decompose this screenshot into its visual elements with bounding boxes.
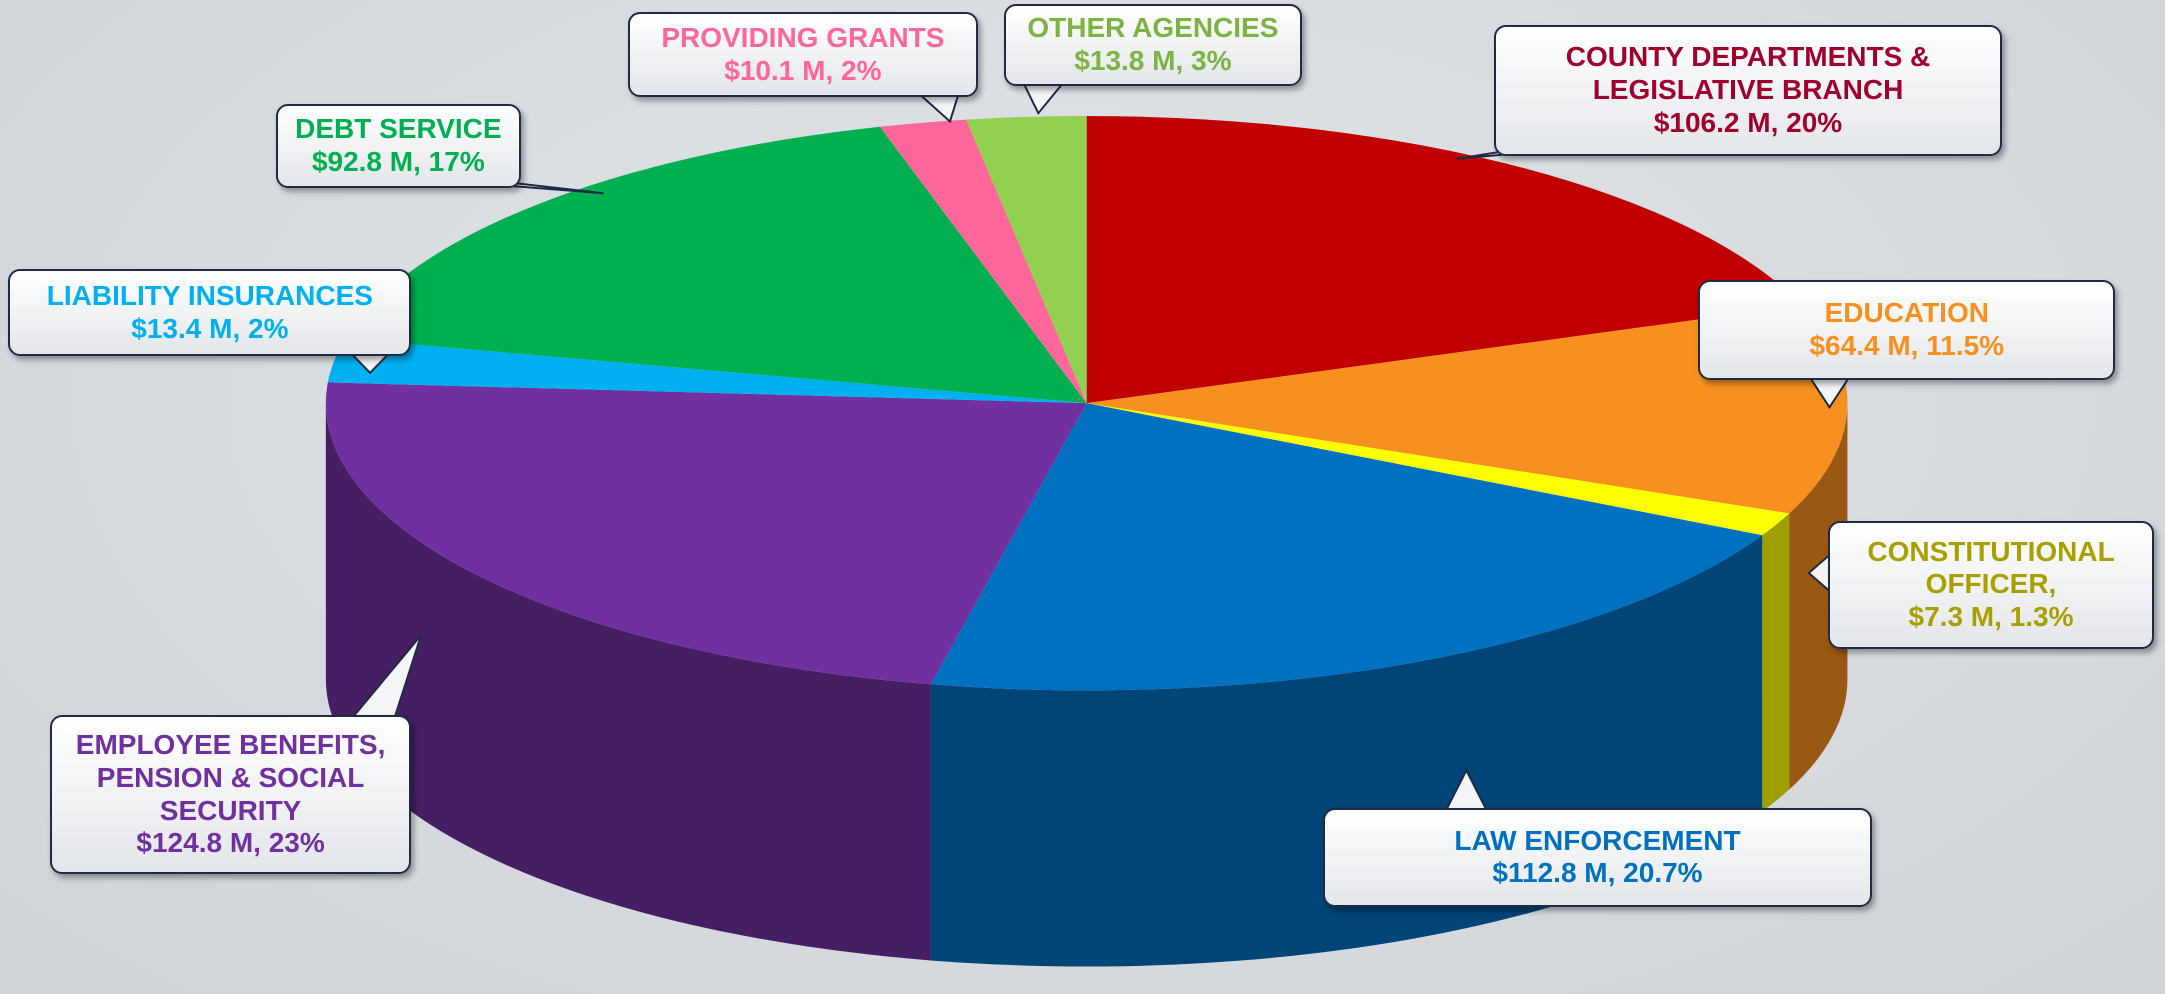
callout: COUNTY DEPARTMENTS & LEGISLATIVE BRANCH $… xyxy=(1493,24,2003,156)
value-label: $112.8 M, 20.7% xyxy=(1492,857,1703,889)
slice xyxy=(1086,403,1790,536)
slice xyxy=(1086,305,1848,514)
callout: LIABILITY INSURANCES $13.4 M, 2% xyxy=(8,269,412,357)
callout: EDUCATION $64.4 M, 11.5% xyxy=(1698,280,2116,380)
category-label: PROVIDING GRANTS xyxy=(661,21,945,53)
category-label: OTHER AGENCIES xyxy=(1027,12,1279,44)
category-label: CONSTITUTIONAL OFFICER, xyxy=(1867,535,2115,600)
value-label: $13.4 M, 2% xyxy=(131,312,289,344)
callout: OTHER AGENCIES $13.8 M, 3% xyxy=(1003,4,1303,86)
value-label: $7.3 M, 1.3% xyxy=(1908,601,2074,633)
value-label: $13.8 M, 3% xyxy=(1074,44,1232,76)
category-label: DEBT SERVICE xyxy=(295,112,502,144)
slice-side xyxy=(1762,513,1790,812)
slice xyxy=(327,338,1087,404)
slice xyxy=(325,382,1087,685)
slice-side xyxy=(1789,403,1848,790)
value-label: $10.1 M, 2% xyxy=(724,54,882,86)
slice xyxy=(966,115,1087,404)
slice xyxy=(879,119,1087,404)
category-label: EDUCATION xyxy=(1824,297,1989,329)
category-label: COUNTY DEPARTMENTS & LEGISLATIVE BRANCH xyxy=(1565,41,1931,106)
slice-side xyxy=(325,403,931,961)
category-label: LIABILITY INSURANCES xyxy=(46,279,373,311)
slice xyxy=(1086,115,1802,404)
category-label: LAW ENFORCEMENT xyxy=(1454,824,1741,856)
callout: EMPLOYEE BENEFITS, PENSION & SOCIAL SECU… xyxy=(49,715,412,874)
value-label: $64.4 M, 11.5% xyxy=(1809,329,2005,361)
slice xyxy=(930,403,1763,691)
callout: PROVIDING GRANTS $10.1 M, 2% xyxy=(628,12,978,97)
value-label: $106.2 M, 20% xyxy=(1653,106,1843,138)
callout: CONSTITUTIONAL OFFICER, $7.3 M, 1.3% xyxy=(1828,520,2154,649)
category-label: EMPLOYEE BENEFITS, PENSION & SOCIAL SECU… xyxy=(75,729,386,826)
callout: LAW ENFORCEMENT $112.8 M, 20.7% xyxy=(1322,807,1873,908)
value-label: $124.8 M, 23% xyxy=(136,827,325,859)
callout: DEBT SERVICE $92.8 M, 17% xyxy=(276,103,521,188)
slice xyxy=(345,126,1087,404)
value-label: $92.8 M, 17% xyxy=(311,145,485,177)
